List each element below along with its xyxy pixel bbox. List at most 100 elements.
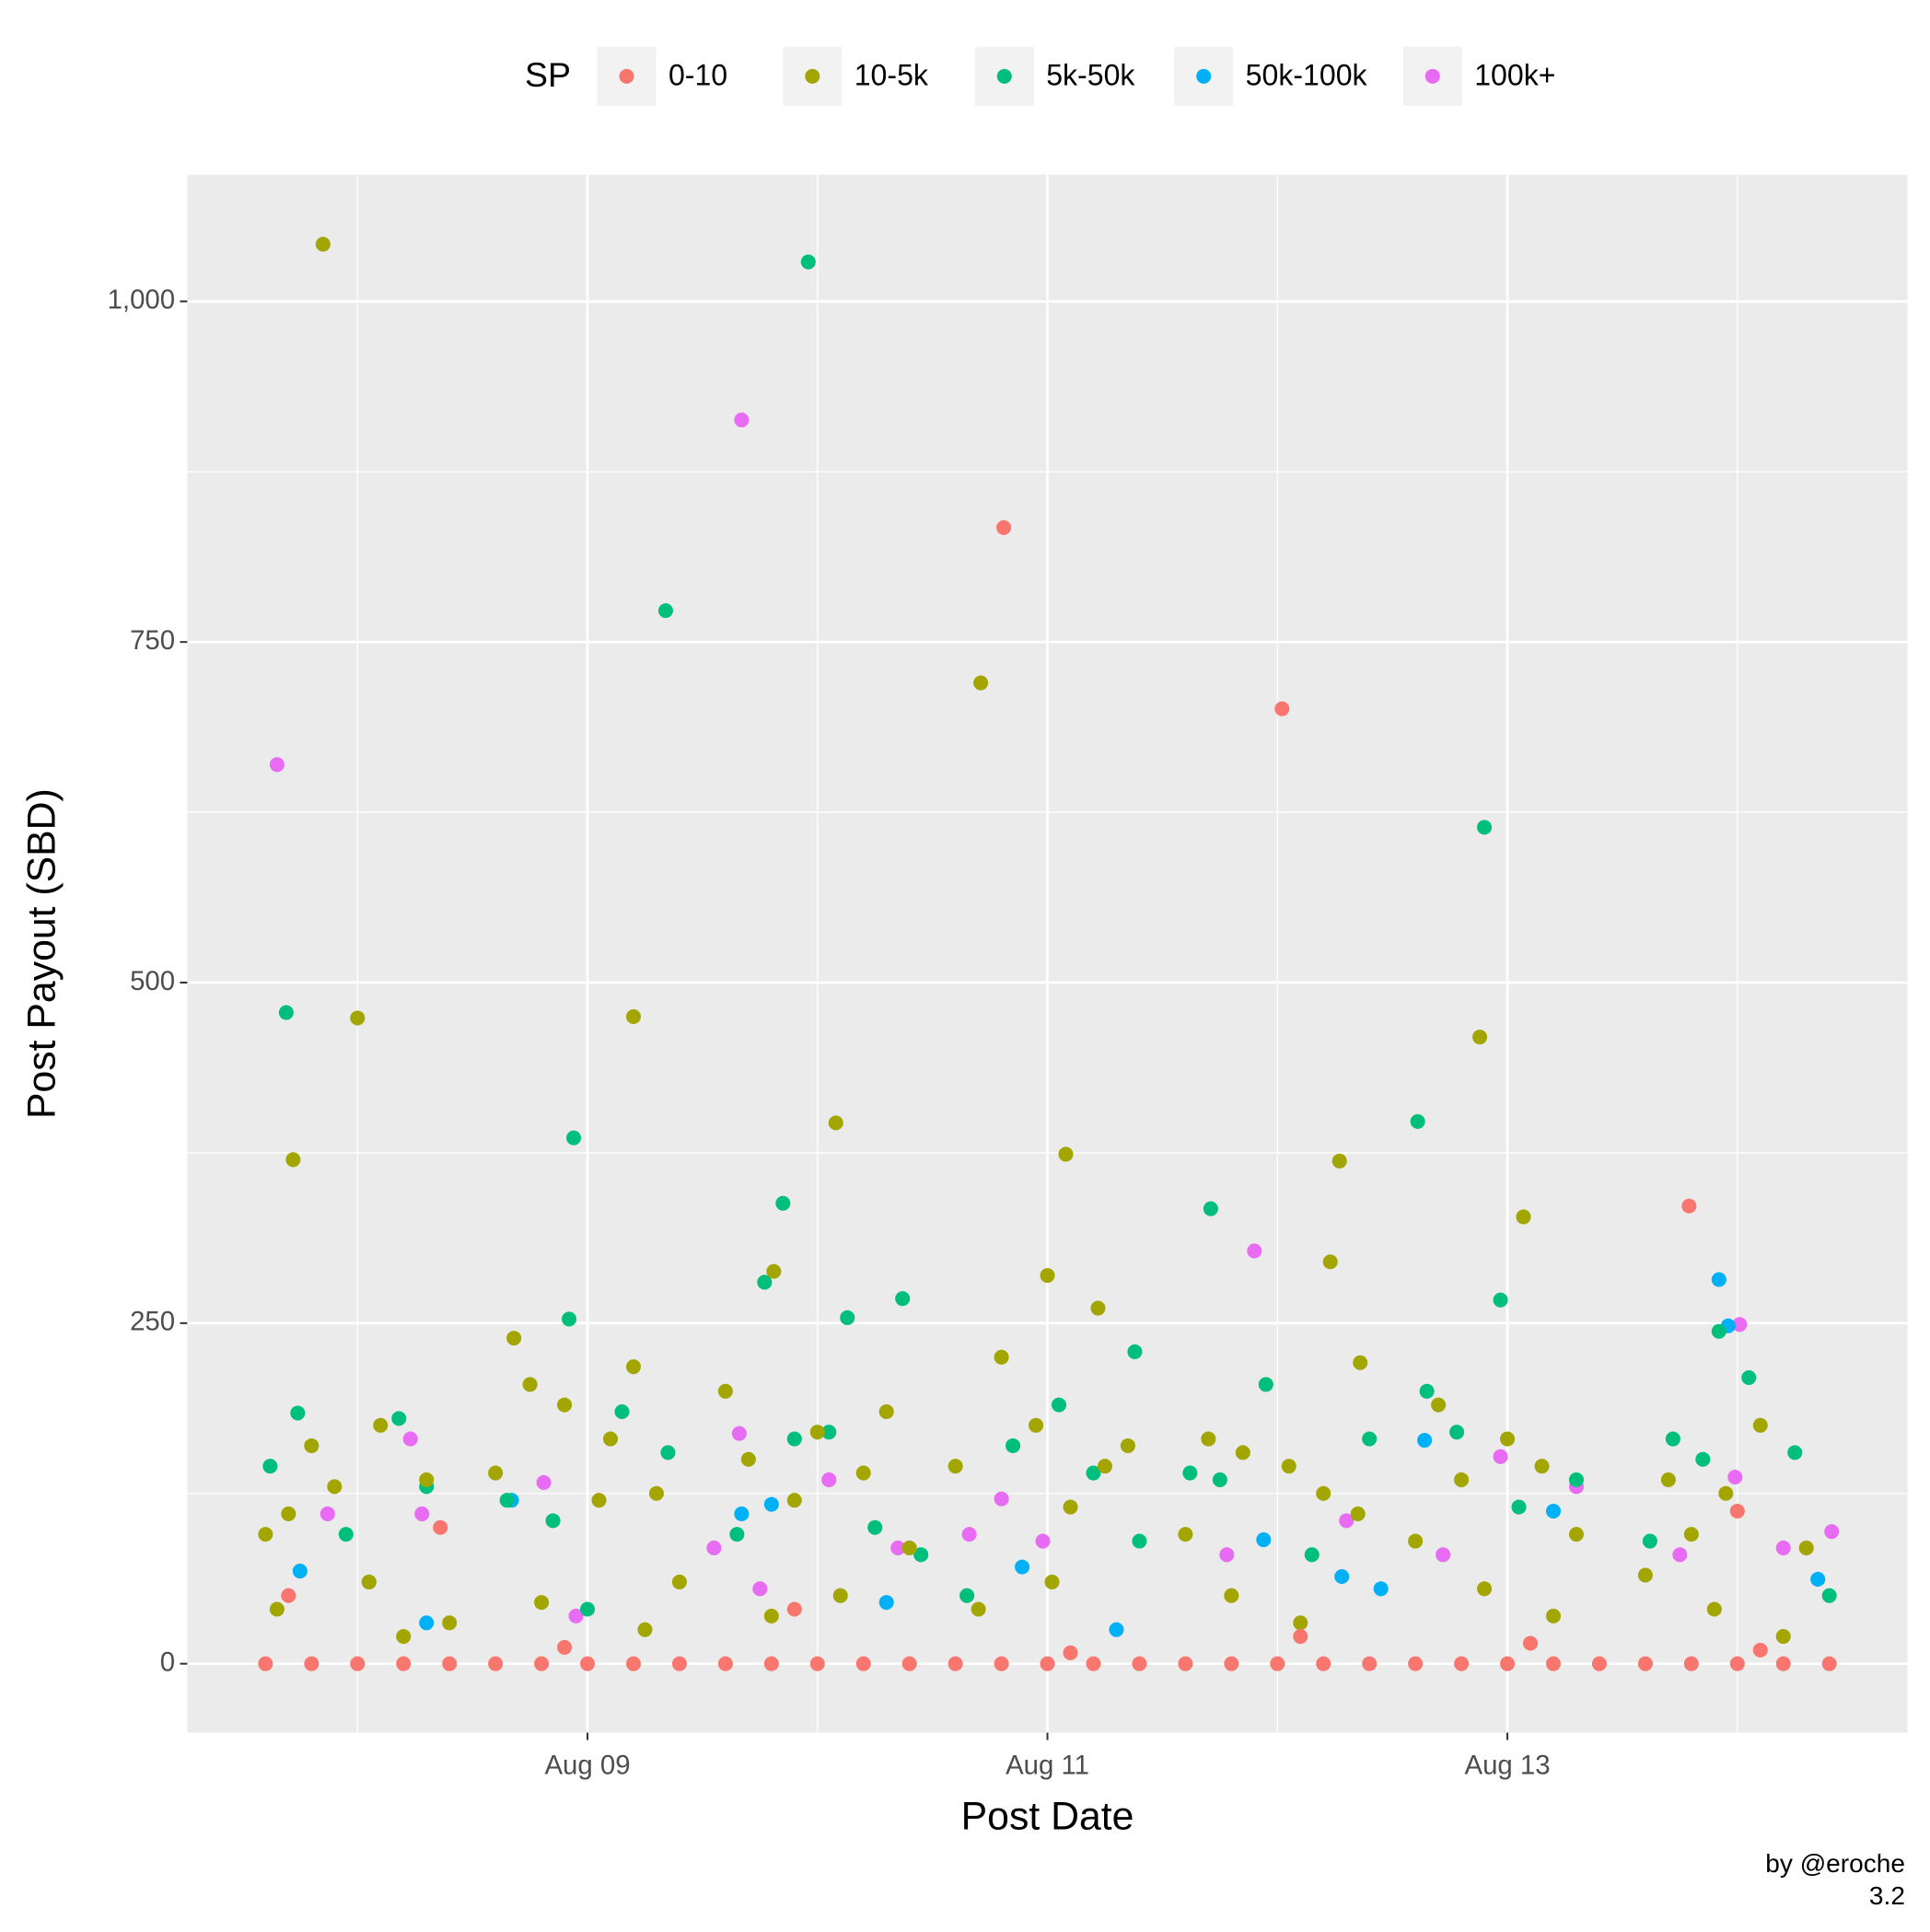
- point: [1729, 1503, 1745, 1519]
- point: [315, 237, 331, 252]
- point: [1711, 1323, 1727, 1339]
- point: [648, 1485, 664, 1501]
- point: [1274, 701, 1290, 716]
- point: [1410, 1113, 1425, 1129]
- point: [1665, 1431, 1680, 1447]
- point: [1178, 1656, 1193, 1671]
- point: [901, 1656, 917, 1671]
- point: [752, 1581, 768, 1597]
- point: [506, 1331, 522, 1346]
- point: [1798, 1540, 1814, 1555]
- point: [1178, 1527, 1193, 1542]
- point: [258, 1527, 273, 1542]
- point: [1316, 1485, 1331, 1501]
- point: [729, 1527, 745, 1542]
- point: [1086, 1465, 1101, 1481]
- point: [1015, 1559, 1030, 1575]
- point: [1732, 1317, 1748, 1333]
- legend-label: 100k+: [1474, 59, 1555, 92]
- point: [1660, 1472, 1676, 1487]
- point: [948, 1459, 963, 1474]
- point: [855, 1465, 871, 1481]
- point: [1810, 1571, 1826, 1587]
- point: [913, 1547, 929, 1563]
- point: [488, 1656, 504, 1671]
- point: [1775, 1656, 1791, 1671]
- caption: by @eroche: [1765, 1849, 1905, 1878]
- point: [763, 1608, 779, 1624]
- point: [488, 1465, 504, 1481]
- point: [1729, 1656, 1745, 1671]
- point: [840, 1309, 855, 1325]
- point: [961, 1527, 977, 1542]
- point: [671, 1574, 687, 1589]
- point: [1534, 1459, 1550, 1474]
- point: [1256, 1532, 1272, 1548]
- point: [1431, 1397, 1447, 1413]
- point: [1293, 1615, 1308, 1631]
- point: [1568, 1472, 1584, 1487]
- point: [1787, 1445, 1803, 1461]
- point: [1362, 1431, 1378, 1447]
- point: [657, 603, 673, 619]
- point: [373, 1417, 389, 1433]
- point: [1052, 1397, 1067, 1413]
- point: [1545, 1608, 1562, 1624]
- point: [763, 1496, 779, 1512]
- point: [832, 1588, 848, 1603]
- point: [828, 1115, 843, 1131]
- point: [614, 1403, 630, 1420]
- point: [625, 1656, 641, 1671]
- point: [1331, 1153, 1347, 1169]
- point: [566, 1130, 582, 1146]
- point: [855, 1656, 871, 1671]
- point: [1472, 1030, 1488, 1045]
- legend-symbol: [996, 68, 1012, 84]
- point: [1591, 1656, 1607, 1671]
- legend-title: SP: [525, 55, 571, 94]
- point: [557, 1639, 573, 1655]
- point: [1821, 1656, 1837, 1671]
- point: [290, 1405, 306, 1421]
- y-tick-label: 0: [160, 1647, 175, 1677]
- point: [1637, 1567, 1653, 1583]
- point: [1741, 1369, 1757, 1386]
- point: [534, 1595, 550, 1611]
- point: [1516, 1209, 1531, 1225]
- point: [499, 1493, 515, 1508]
- point: [637, 1622, 653, 1637]
- point: [1353, 1355, 1368, 1370]
- point: [1681, 1198, 1697, 1214]
- point: [1454, 1472, 1470, 1487]
- point: [757, 1274, 773, 1290]
- point: [1281, 1459, 1296, 1474]
- point: [1568, 1527, 1584, 1542]
- point: [278, 1005, 294, 1020]
- point: [1683, 1656, 1699, 1671]
- point: [1201, 1431, 1216, 1447]
- point: [1436, 1547, 1451, 1563]
- point: [994, 1491, 1009, 1507]
- point: [1500, 1656, 1516, 1671]
- y-tick-label: 500: [130, 966, 175, 996]
- point: [391, 1411, 407, 1426]
- point: [1408, 1533, 1424, 1549]
- point: [591, 1493, 607, 1508]
- point: [292, 1564, 308, 1579]
- point: [568, 1608, 584, 1624]
- point: [1449, 1425, 1465, 1440]
- point: [1109, 1622, 1124, 1637]
- point: [1029, 1417, 1044, 1433]
- point: [1454, 1656, 1470, 1671]
- y-axis-title: Post Payout (SBD): [20, 788, 64, 1119]
- point: [1086, 1656, 1101, 1671]
- point: [1120, 1437, 1135, 1453]
- point: [419, 1615, 435, 1631]
- point: [1058, 1146, 1074, 1162]
- point: [304, 1437, 320, 1453]
- point: [350, 1656, 366, 1671]
- point: [973, 675, 989, 691]
- point: [304, 1656, 320, 1671]
- point: [1235, 1445, 1250, 1461]
- point: [867, 1519, 883, 1535]
